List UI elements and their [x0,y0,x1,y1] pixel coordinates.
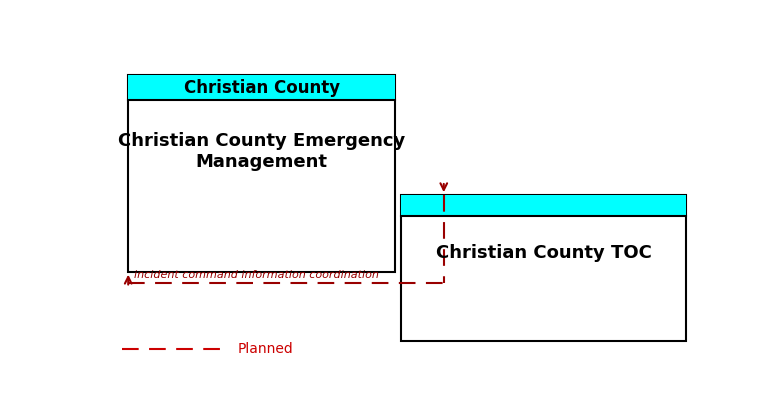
Text: incident command information coordination: incident command information coordinatio… [135,270,379,280]
Bar [128,75,395,101]
Text: Christian County: Christian County [184,79,340,96]
Text: Christian County Emergency
Management: Christian County Emergency Management [118,132,406,171]
Bar [402,195,687,341]
Text: Planned: Planned [237,342,293,356]
Bar [402,195,687,216]
Text: Christian County TOC: Christian County TOC [436,244,651,262]
Bar [128,75,395,272]
